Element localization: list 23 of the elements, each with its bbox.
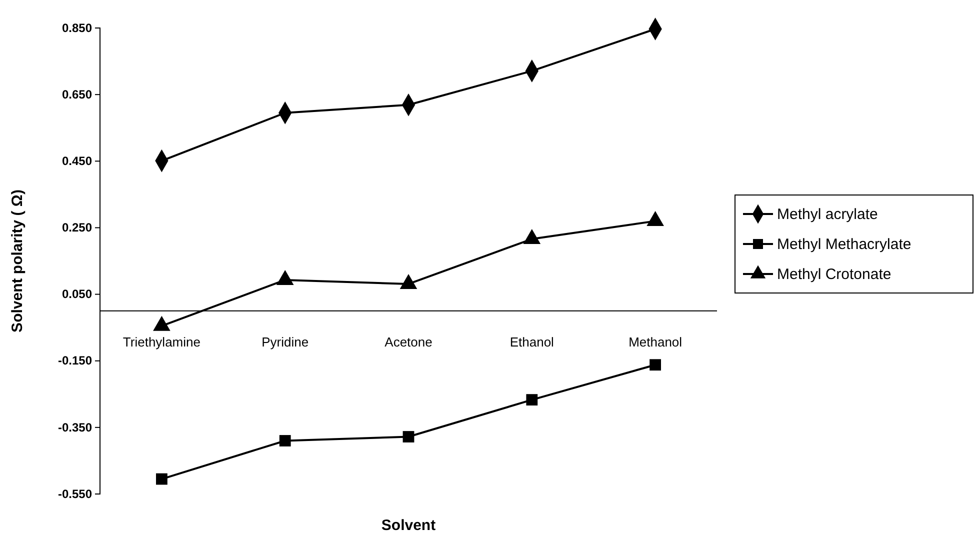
point xyxy=(279,435,291,446)
x-tick-label: Acetone xyxy=(384,334,432,350)
x-tick-label: Ethanol xyxy=(510,334,554,350)
x-axis-title: Solvent xyxy=(381,517,436,534)
y-tick-label: 0.850 xyxy=(62,20,92,35)
legend-label: Methyl acrylate xyxy=(777,206,878,223)
x-tick-label: Pyridine xyxy=(262,334,309,350)
y-tick-label: 0.450 xyxy=(62,154,92,168)
y-axis-title: Solvent polarity ( Ω) xyxy=(9,190,26,332)
y-tick-label: -0.550 xyxy=(58,486,92,501)
point xyxy=(526,394,538,406)
point xyxy=(650,359,661,371)
legend-label: Methyl Crotonate xyxy=(777,266,892,283)
y-tick-label: 0.250 xyxy=(62,220,92,235)
point xyxy=(156,473,168,485)
y-tick-label: -0.150 xyxy=(58,354,92,368)
y-tick-label: 0.050 xyxy=(62,287,92,302)
point xyxy=(402,431,414,442)
x-tick-label: Triethylamine xyxy=(122,334,200,350)
y-tick-label: -0.350 xyxy=(58,420,92,434)
x-tick-label: Methanol xyxy=(628,334,682,350)
legend-label: Methyl Methacrylate xyxy=(777,236,912,253)
y-tick-label: 0.650 xyxy=(62,87,92,102)
